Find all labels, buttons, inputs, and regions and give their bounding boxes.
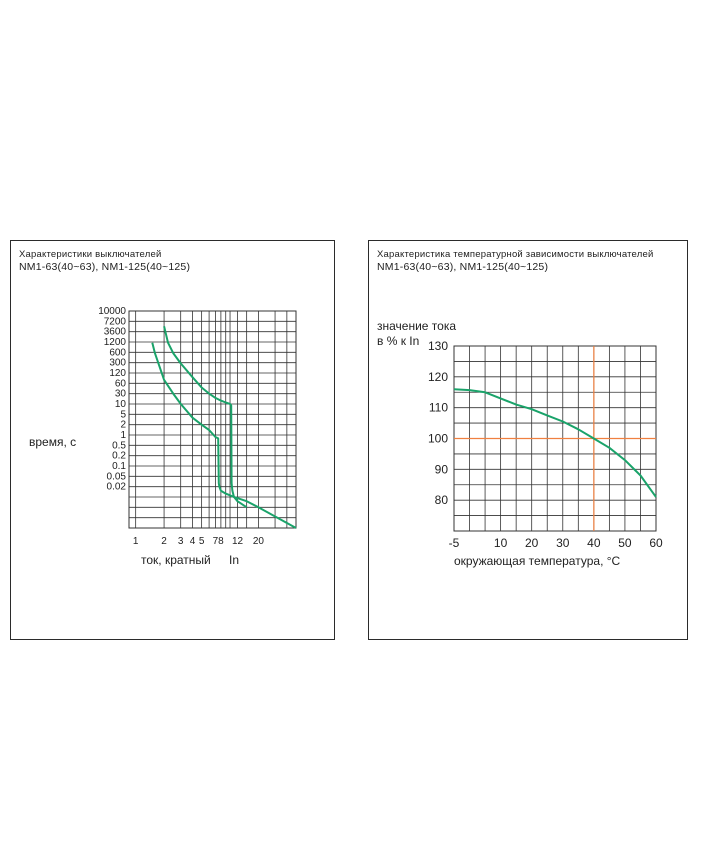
x-tick-label: 3 bbox=[178, 536, 184, 547]
x-tick-label: 12 bbox=[232, 536, 244, 547]
x-tick-label: 5 bbox=[199, 536, 205, 547]
y-tick-label: 300 bbox=[109, 358, 126, 369]
left-title-line1: Характеристики выключателей bbox=[19, 249, 162, 260]
x-tick-label: 10 bbox=[494, 536, 508, 550]
x-axis-unit: In bbox=[229, 553, 239, 567]
x-tick-label: 20 bbox=[253, 536, 265, 547]
y-tick-label: 110 bbox=[429, 401, 448, 415]
left-title-line2: NM1-63(40~63), NM1-125(40~125) bbox=[19, 261, 191, 273]
x-tick-label: 1 bbox=[133, 536, 139, 547]
right-panel-title: Характеристика температурной зависимости… bbox=[377, 249, 653, 273]
y-axis-title: время, с bbox=[29, 435, 76, 449]
y-tick-label: 120 bbox=[428, 370, 448, 384]
x-tick-label: 50 bbox=[618, 536, 632, 550]
y-tick-label: 120 bbox=[109, 368, 126, 379]
y-tick-label: 10000 bbox=[98, 306, 126, 317]
x-tick-label: 60 bbox=[649, 536, 663, 550]
x-tick-label: 8 bbox=[218, 536, 224, 547]
trip-curve-1 bbox=[151, 342, 297, 529]
x-tick-label: -5 bbox=[449, 536, 460, 550]
y-tick-label: 10 bbox=[115, 399, 127, 410]
y-tick-label: 90 bbox=[435, 462, 449, 476]
x-tick-label: 2 bbox=[161, 536, 167, 547]
temperature-dependence-chart: 130 120 110 100 90 80 -5 10 20 30 40 50 60 значение т… bbox=[377, 319, 663, 568]
trip-curve-2 bbox=[163, 326, 248, 509]
y-tick-label: 0.05 bbox=[107, 471, 127, 482]
right-title-line2: NM1-63(40~63), NM1-125(40~125) bbox=[377, 261, 549, 273]
temperature-curve bbox=[453, 388, 657, 498]
y-axis-title-line2: в % к In bbox=[377, 334, 419, 348]
x-tick-label: 30 bbox=[556, 536, 570, 550]
y-tick-label: 60 bbox=[115, 378, 127, 389]
x-axis-title: окружающая температура, °C bbox=[454, 554, 621, 568]
x-tick-label: 40 bbox=[587, 536, 601, 550]
y-tick-label: 1 bbox=[120, 430, 126, 441]
y-tick-label: 1200 bbox=[104, 337, 127, 348]
right-title-line1: Характеристика температурной зависимости… bbox=[377, 249, 654, 260]
y-tick-label: 0.2 bbox=[112, 451, 126, 462]
left-chart-panel: Характеристики выключателей NM1-63(40~63… bbox=[10, 240, 335, 640]
x-tick-label: 7 bbox=[213, 536, 219, 547]
left-panel-title: Характеристики выключателей NM1-63(40~63… bbox=[19, 249, 190, 273]
y-tick-label: 0.5 bbox=[112, 440, 126, 451]
y-tick-label: 7200 bbox=[104, 316, 127, 327]
y-tick-label: 5 bbox=[120, 409, 126, 420]
x-axis-title: ток, кратный bbox=[141, 553, 211, 567]
y-tick-label: 2 bbox=[120, 420, 126, 431]
trip-characteristic-chart: 100007200360012006003001206030105210.50.… bbox=[29, 306, 297, 567]
y-tick-label: 0.1 bbox=[112, 461, 126, 472]
y-tick-label: 80 bbox=[435, 493, 449, 507]
plot-frame bbox=[128, 310, 297, 529]
right-chart-panel: Характеристика температурной зависимости… bbox=[368, 240, 688, 640]
y-tick-label: 100 bbox=[428, 432, 448, 446]
x-tick-label: 20 bbox=[525, 536, 539, 550]
y-tick-label: 600 bbox=[109, 347, 126, 358]
y-tick-label: 3600 bbox=[104, 327, 127, 338]
x-tick-label: 4 bbox=[190, 536, 196, 547]
y-tick-label: 0.02 bbox=[107, 482, 127, 493]
y-axis-title-line1: значение тока bbox=[377, 319, 456, 333]
y-tick-label: 30 bbox=[115, 389, 127, 400]
y-tick-label: 130 bbox=[428, 339, 448, 353]
